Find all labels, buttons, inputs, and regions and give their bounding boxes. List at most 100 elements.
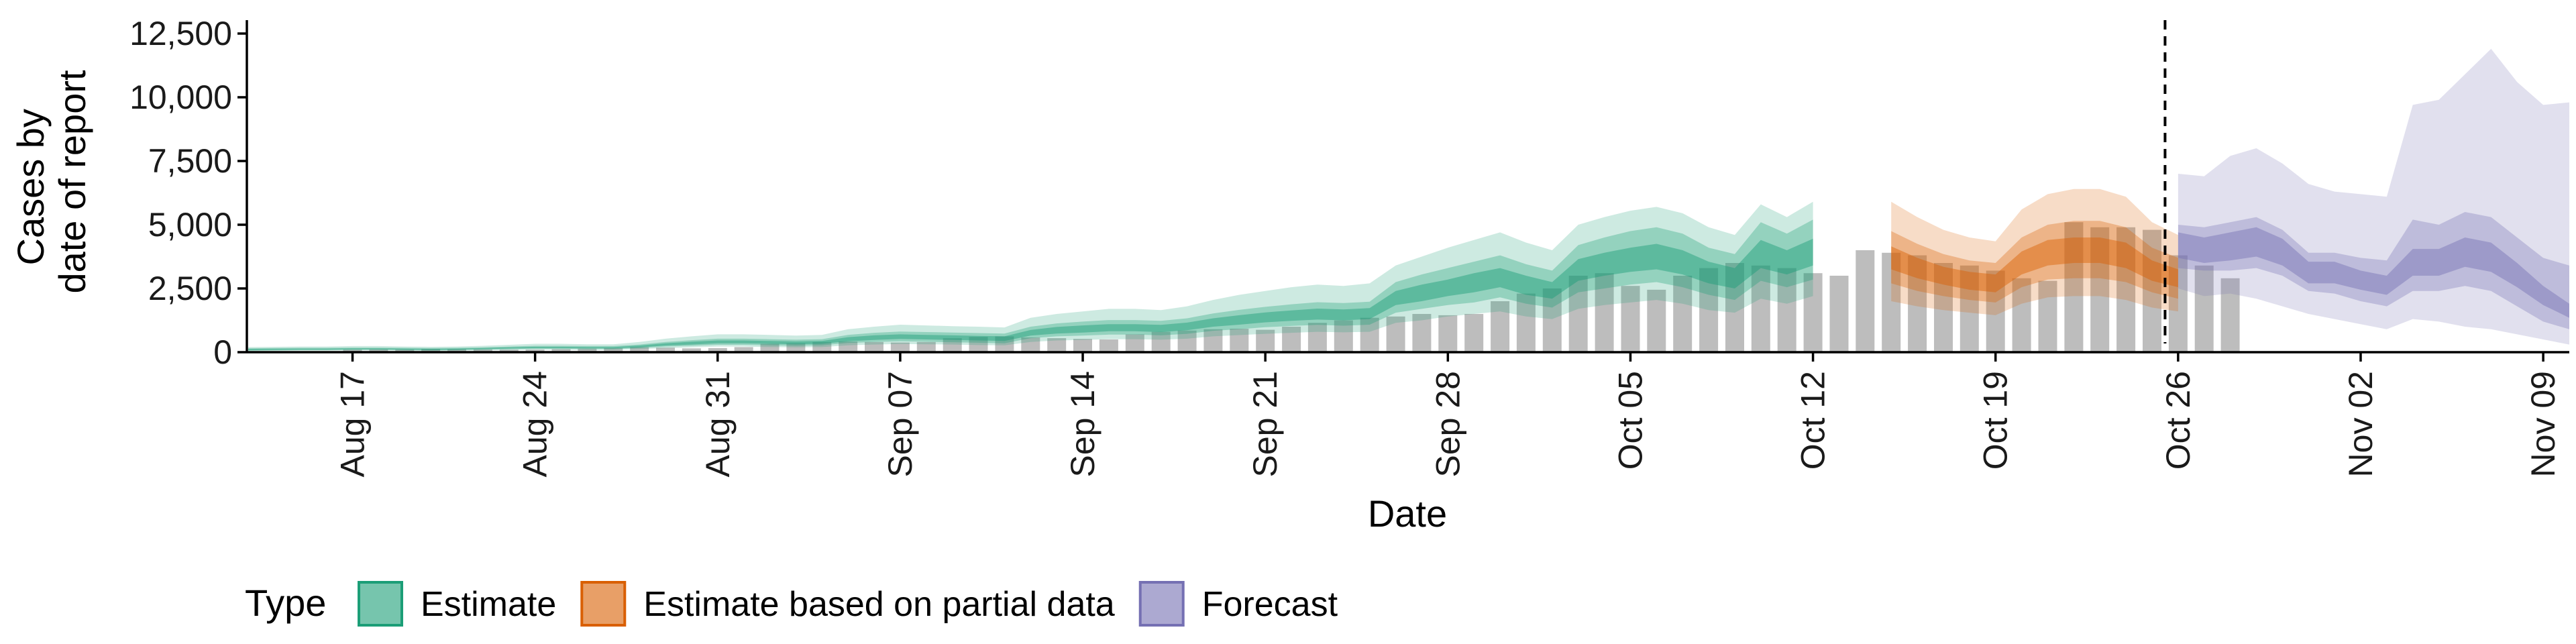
series-band-2-ci90 xyxy=(1891,189,2178,315)
legend-label-2: Estimate based on partial data xyxy=(643,585,1115,624)
reported-cases-bar xyxy=(1282,327,1301,352)
reported-cases-bar xyxy=(1751,265,1770,352)
reported-cases-bar xyxy=(369,349,388,352)
reported-cases-bar xyxy=(1099,339,1118,352)
legend-label-3: Forecast xyxy=(1202,585,1338,624)
y-axis-title-line-2: date of report xyxy=(51,70,93,294)
reported-cases-bar xyxy=(1699,268,1719,352)
x-tick-label: Sep 21 xyxy=(1246,371,1284,477)
reported-cases-bar xyxy=(2194,265,2214,352)
reported-cases-bar xyxy=(1516,293,1536,352)
legend: Type Estimate Estimate based on partial d… xyxy=(245,581,1338,627)
reported-cases-bar xyxy=(2168,255,2188,352)
reported-cases-bar xyxy=(2143,229,2161,352)
reported-cases-bar xyxy=(499,350,519,352)
series-band-3-ci20 xyxy=(2178,227,2569,318)
reported-cases-bar xyxy=(656,347,675,352)
reported-cases-bar xyxy=(473,349,492,352)
reported-cases-bar xyxy=(708,347,727,352)
reported-cases-bar xyxy=(1464,314,1484,352)
x-tick-label: Aug 31 xyxy=(699,371,737,477)
legend-swatch-1 xyxy=(358,581,403,627)
series-band-1-ci90 xyxy=(248,201,1813,352)
reported-cases-bar xyxy=(1621,286,1640,352)
y-tick-label: 2,500 xyxy=(148,270,232,307)
reported-cases-bar xyxy=(578,348,597,352)
plot-area xyxy=(248,20,2569,352)
y-tick-label: 10,000 xyxy=(129,78,232,116)
reported-cases-bar xyxy=(1882,252,1901,352)
reported-cases-bar xyxy=(1177,330,1197,352)
y-axis-title: Cases by date of report xyxy=(9,70,93,294)
x-tick-label: Oct 26 xyxy=(2159,371,2197,470)
reported-cases-bar xyxy=(1151,331,1171,352)
reported-cases-bar xyxy=(1725,263,1744,352)
reported-cases-bar xyxy=(1307,323,1327,352)
reported-cases-bar xyxy=(1360,317,1379,352)
reported-cases-bar xyxy=(395,350,415,352)
series-band-2-ci50 xyxy=(1891,221,2178,303)
series-band-2-ci20 xyxy=(1891,237,2178,292)
x-tick-label: Sep 07 xyxy=(881,371,919,477)
series-band-1-ci50 xyxy=(248,219,1813,351)
reported-cases-bar xyxy=(1647,289,1666,352)
reported-cases-bar xyxy=(1568,276,1588,352)
reported-cases-bar xyxy=(1021,337,1040,352)
reported-cases-bar xyxy=(1412,314,1432,352)
reported-cases-bar xyxy=(1491,301,1510,352)
x-tick-label: Sep 28 xyxy=(1429,371,1466,477)
reported-cases-bar xyxy=(760,343,780,352)
legend-title: Type xyxy=(245,582,326,624)
reported-cases-bar xyxy=(839,341,858,352)
x-tick-label: Oct 19 xyxy=(1977,371,2015,470)
series-band-3-ci50 xyxy=(2178,212,2569,329)
y-axis-title-line-1: Cases by xyxy=(9,109,52,265)
reported-cases-bar xyxy=(916,341,936,352)
reported-cases-bar xyxy=(734,347,753,352)
reported-cases-bar xyxy=(865,341,883,352)
reported-cases-bar xyxy=(1047,338,1067,352)
reported-cases-bar xyxy=(630,347,649,352)
reported-cases-bar xyxy=(1334,320,1353,352)
reported-cases-bar xyxy=(890,342,910,352)
reported-cases-bar xyxy=(343,350,362,352)
y-tick-label: 0 xyxy=(213,333,232,371)
reported-cases-bar xyxy=(1230,329,1249,352)
reported-cases-bar xyxy=(2090,227,2110,352)
reported-cases-bar xyxy=(1125,334,1144,352)
reported-cases-bar xyxy=(2116,227,2136,352)
reported-cases-bar xyxy=(447,349,466,352)
reported-cases-bar xyxy=(1386,316,1405,352)
reported-cases-bar xyxy=(421,349,441,352)
x-tick-label: Aug 24 xyxy=(517,371,554,477)
reported-cases-bar xyxy=(943,338,962,352)
reported-cases-bar xyxy=(551,349,571,352)
reported-cases-bar xyxy=(1203,329,1223,352)
reported-cases-bar xyxy=(604,347,623,352)
reported-cases-bar xyxy=(2038,280,2057,352)
reported-cases-bar xyxy=(2012,278,2031,352)
reported-cases-bar xyxy=(1908,255,1927,352)
reported-cases-bar xyxy=(1829,276,1849,352)
x-axis-title: Date xyxy=(1368,492,1447,535)
y-tick-label: 12,500 xyxy=(129,15,232,52)
reported-cases-bar xyxy=(812,341,832,352)
x-tick-label: Aug 17 xyxy=(334,371,372,477)
x-tick-label: Oct 05 xyxy=(1611,371,1649,470)
x-tick-label: Oct 12 xyxy=(1794,371,1832,470)
reported-cases-bar xyxy=(1803,273,1823,352)
reported-cases-bar xyxy=(995,336,1014,352)
reported-cases-bar xyxy=(1542,288,1562,352)
series-band-3-ci90 xyxy=(2178,48,2569,345)
axes: 0 2,500 5,000 7,500 10,000 12,500 Aug 17 Aug 24… xyxy=(129,15,2569,477)
y-tick-label: 7,500 xyxy=(148,142,232,180)
y-tick-label: 5,000 xyxy=(148,206,232,244)
reported-cases-bar xyxy=(2220,278,2240,352)
reported-cases-bar xyxy=(1777,268,1796,352)
reported-cases-bar xyxy=(786,343,806,352)
reported-cases-bar xyxy=(1256,329,1275,352)
x-tick-label: Sep 14 xyxy=(1064,371,1102,477)
reported-cases-bar xyxy=(969,337,988,352)
reported-cases-bar xyxy=(2064,222,2084,352)
